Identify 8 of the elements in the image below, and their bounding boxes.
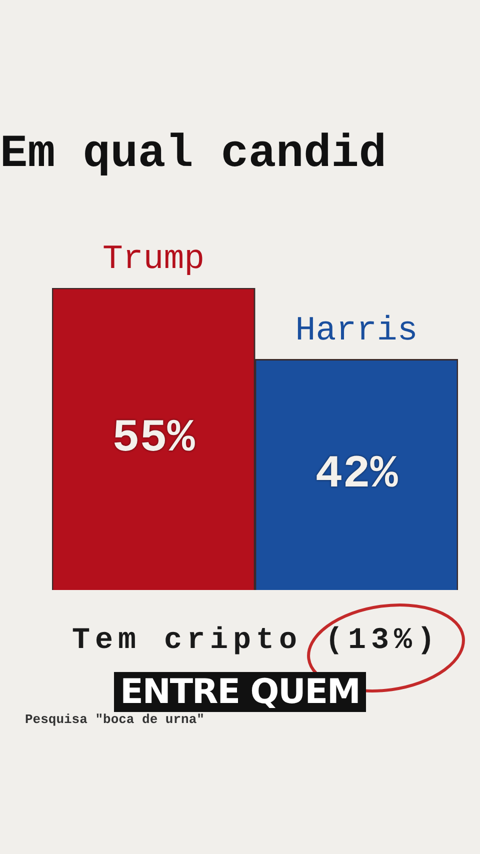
text: Pesquisa "boca de urna" — [25, 712, 204, 727]
data-label: 55% — [112, 412, 196, 465]
chart-title: Em qual candid — [0, 128, 386, 180]
text: Tem cripto (13%) — [72, 624, 440, 658]
data-label: 42% — [315, 448, 398, 500]
text: ENTRE QUEM — [114, 672, 366, 712]
x-tick-label: Trump — [102, 241, 205, 279]
x-tick-label: Harris — [295, 312, 418, 350]
